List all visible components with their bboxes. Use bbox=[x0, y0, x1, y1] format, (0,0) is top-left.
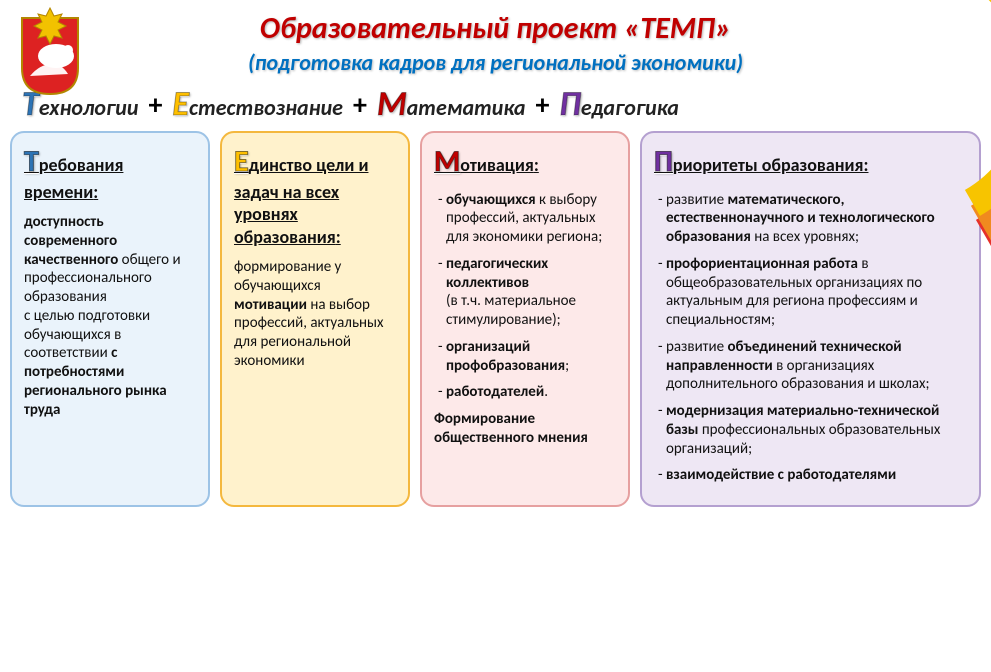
column-M-list: обучающихся к выбору профессий, актуальн… bbox=[434, 191, 616, 403]
plus-icon: + bbox=[535, 87, 549, 122]
column-P-list: развитие математического, естественнонау… bbox=[654, 191, 967, 486]
list-item: развитие математического, естественнонау… bbox=[654, 191, 967, 247]
list-item: развитие объединений технической направл… bbox=[654, 338, 967, 394]
list-item: профориентационная работа в общеобразова… bbox=[654, 255, 967, 330]
column-E-body: формирование у обучающихся мотивации на … bbox=[234, 258, 396, 371]
list-item: модернизация материально-технической баз… bbox=[654, 402, 967, 458]
column-T-title: Требования времени: bbox=[24, 143, 196, 203]
column-E: Единство цели и задач на всех уровнях об… bbox=[220, 131, 410, 507]
column-M-footer: Формирование общественного мнения bbox=[434, 410, 616, 448]
emblem-icon bbox=[10, 6, 90, 96]
columns-container: Требования времени: доступность современ… bbox=[0, 131, 991, 513]
list-item: обучающихся к выбору профессий, актуальн… bbox=[434, 191, 616, 247]
plus-icon: + bbox=[353, 87, 367, 122]
column-M: Мотивация: обучающихся к выбору професси… bbox=[420, 131, 630, 507]
column-E-title: Единство цели и задач на всех уровнях об… bbox=[234, 143, 396, 248]
column-M-title: Мотивация: bbox=[434, 143, 616, 181]
list-item: взаимодействие с работодателями bbox=[654, 466, 967, 485]
column-P-title: Приоритеты образования: bbox=[654, 143, 967, 181]
page-title: Образовательный проект «ТЕМП» bbox=[0, 0, 991, 47]
list-item: работодателей. bbox=[434, 383, 616, 402]
list-item: педагогических коллективов(в т.ч. матери… bbox=[434, 255, 616, 330]
column-T-body: доступность современного качественного о… bbox=[24, 213, 196, 419]
acronym-M: Математика bbox=[377, 84, 526, 125]
page-subtitle: (подготовка кадров для региональной экон… bbox=[0, 49, 991, 76]
list-item: организаций профобразования; bbox=[434, 338, 616, 376]
acronym-row: Технологии + Естествознание + Математика… bbox=[22, 84, 991, 125]
plus-icon: + bbox=[148, 87, 162, 122]
column-T: Требования времени: доступность современ… bbox=[10, 131, 210, 507]
acronym-P: Педагогика bbox=[559, 84, 678, 125]
column-P: Приоритеты образования: развитие математ… bbox=[640, 131, 981, 507]
acronym-E: Естествознание bbox=[172, 84, 343, 125]
